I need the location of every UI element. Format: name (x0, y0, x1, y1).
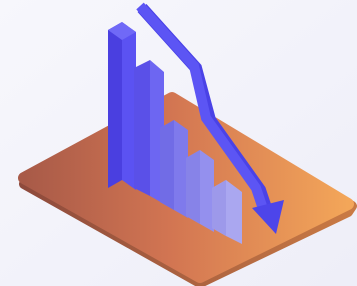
bar-face (122, 22, 136, 190)
bar-2 (134, 60, 164, 204)
bar-side (108, 22, 122, 188)
bar-side (212, 180, 226, 236)
bar-1 (108, 22, 136, 190)
bar-side (134, 60, 150, 196)
page (0, 0, 357, 286)
illustration (0, 0, 357, 286)
bar-side (160, 120, 174, 210)
bar-side (186, 150, 200, 224)
bar-3 (160, 120, 188, 218)
